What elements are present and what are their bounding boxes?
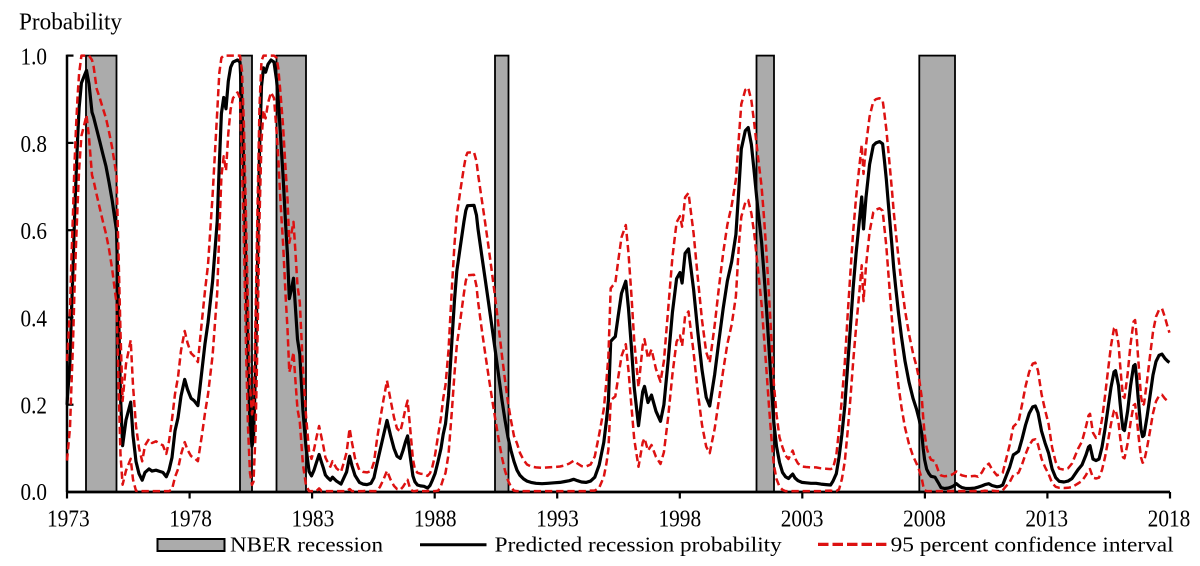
svg-text:1.0: 1.0 xyxy=(21,44,48,71)
svg-text:0.6: 0.6 xyxy=(21,218,48,245)
svg-text:Probability: Probability xyxy=(19,9,123,36)
svg-text:1988: 1988 xyxy=(414,506,457,533)
svg-text:1978: 1978 xyxy=(169,506,212,533)
svg-text:0.0: 0.0 xyxy=(21,479,48,506)
svg-text:0.4: 0.4 xyxy=(21,305,48,332)
svg-text:2008: 2008 xyxy=(903,506,946,533)
svg-text:1973: 1973 xyxy=(47,506,90,533)
svg-text:1998: 1998 xyxy=(658,506,701,533)
svg-text:NBER recession: NBER recession xyxy=(230,533,384,557)
svg-text:2013: 2013 xyxy=(1025,506,1068,533)
svg-text:Predicted recession probabilit: Predicted recession probability xyxy=(495,533,783,557)
svg-text:0.2: 0.2 xyxy=(21,393,48,420)
svg-text:2018: 2018 xyxy=(1148,506,1191,533)
svg-text:1983: 1983 xyxy=(292,506,335,533)
svg-text:1993: 1993 xyxy=(536,506,579,533)
svg-text:2003: 2003 xyxy=(781,506,824,533)
svg-text:95 percent confidence interval: 95 percent confidence interval xyxy=(891,533,1174,557)
svg-text:0.8: 0.8 xyxy=(21,131,48,158)
